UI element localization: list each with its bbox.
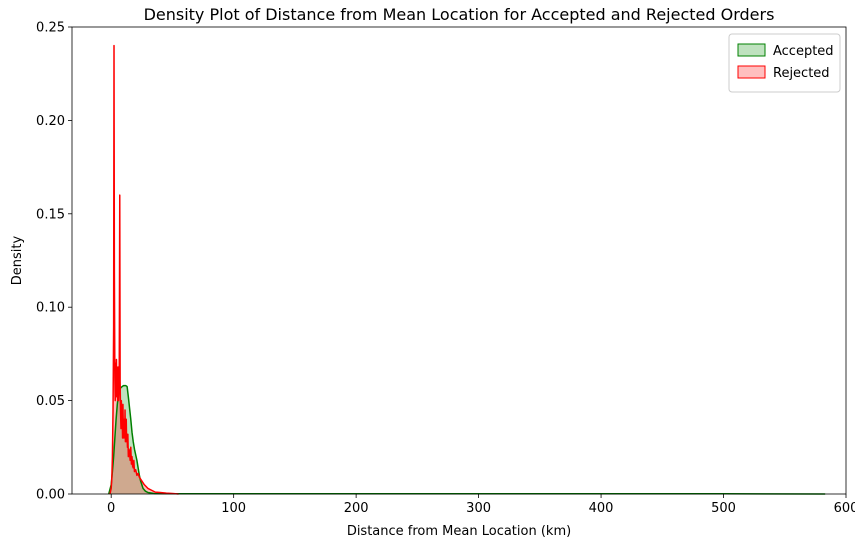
x-axis-label: Distance from Mean Location (km) bbox=[347, 524, 571, 539]
series-fill-rejected bbox=[109, 45, 179, 495]
legend-label-rejected: Rejected bbox=[773, 66, 830, 81]
legend-swatch-accepted bbox=[737, 43, 766, 57]
x-tick-label: 400 bbox=[589, 501, 614, 516]
chart-title: Density Plot of Distance from Mean Locat… bbox=[144, 5, 775, 24]
series-fill-accepted bbox=[108, 385, 826, 494]
series-line-rejected bbox=[109, 44, 179, 495]
y-tick-label: 0.15 bbox=[36, 207, 65, 222]
y-tick-label: 0.10 bbox=[36, 301, 65, 316]
x-tick-label: 100 bbox=[221, 501, 246, 516]
legend-swatch-rejected bbox=[737, 65, 766, 79]
legend-label-accepted: Accepted bbox=[773, 44, 834, 59]
series-line-accepted bbox=[108, 384, 826, 495]
x-axis: 0 100 200 300 400 500 600 bbox=[107, 494, 855, 516]
plot-area bbox=[108, 44, 826, 495]
y-tick-label: 0.25 bbox=[36, 21, 65, 36]
legend-box bbox=[728, 33, 841, 93]
x-tick-label: 300 bbox=[466, 501, 491, 516]
y-axis: 0.00 0.05 0.10 0.15 0.20 0.25 bbox=[36, 21, 72, 503]
x-tick-label: 200 bbox=[344, 501, 369, 516]
x-tick-label: 500 bbox=[711, 501, 736, 516]
legend: Accepted Rejected bbox=[728, 33, 841, 93]
x-tick-label: 600 bbox=[834, 501, 855, 516]
y-axis-label: Density bbox=[10, 235, 25, 285]
plot-frame bbox=[71, 26, 847, 495]
y-tick-label: 0.00 bbox=[36, 488, 65, 503]
y-tick-label: 0.20 bbox=[36, 114, 65, 129]
x-tick-label: 0 bbox=[107, 501, 115, 516]
y-tick-label: 0.05 bbox=[36, 394, 65, 409]
